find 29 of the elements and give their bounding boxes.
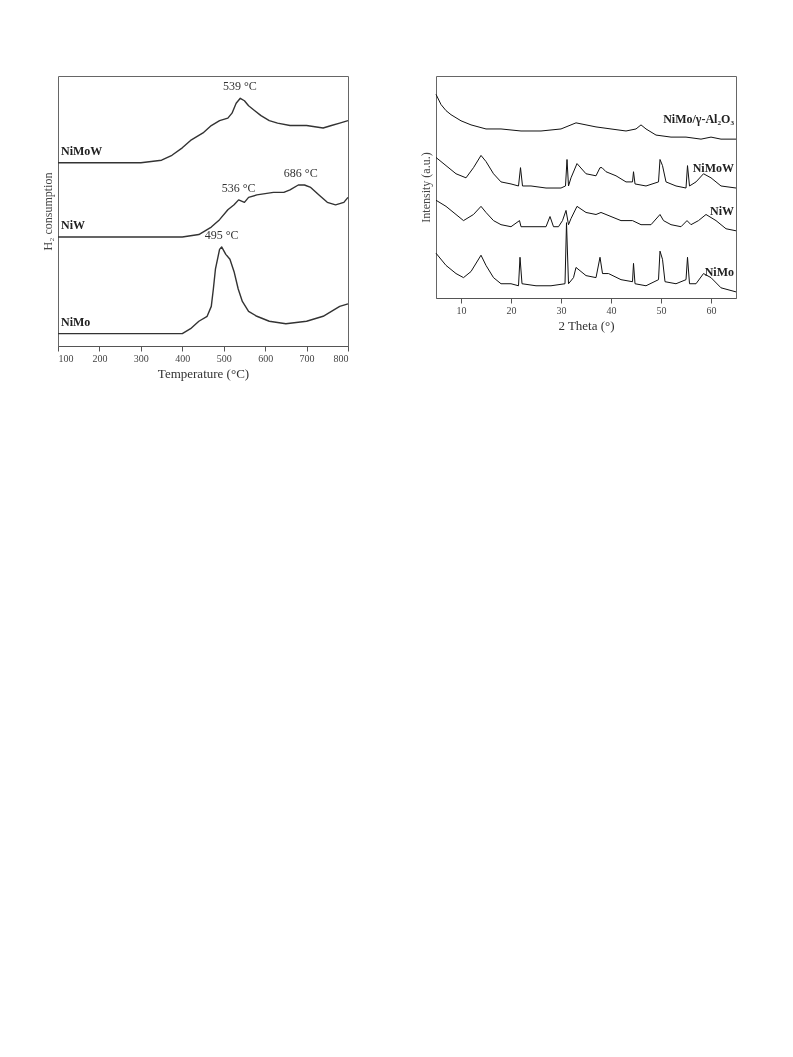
annotation: 536 °C xyxy=(221,180,256,195)
annotation: 539 °C xyxy=(222,79,257,94)
x-tick-label: 400 xyxy=(175,352,191,364)
x-tick-label: 50 xyxy=(656,304,667,316)
y-axis-title: Intensity (a.u.) xyxy=(418,152,433,223)
annotation: 495 °C xyxy=(204,227,239,242)
y-axis-title: H₂ consumption xyxy=(40,172,55,251)
x-tick-label: 300 xyxy=(133,352,149,364)
x-tick-label: 500 xyxy=(216,352,232,364)
series-label: NiMoW xyxy=(61,143,103,158)
series-label: NiMo xyxy=(704,264,734,279)
x-tick-label: 60 xyxy=(706,304,717,316)
x-tick-label: 40 xyxy=(606,304,617,316)
x-tick-label: 100 xyxy=(58,352,74,364)
series-label: NiW xyxy=(710,203,734,218)
annotation: 686 °C xyxy=(283,165,318,180)
series-label: NiMo xyxy=(61,314,91,329)
x-tick-label: 10 xyxy=(456,304,467,316)
x-tick-label: 200 xyxy=(92,352,108,364)
series-label: NiW xyxy=(61,218,85,233)
x-tick-label: 800 xyxy=(333,352,349,364)
x-tick-label: 30 xyxy=(556,304,567,316)
x-tick-label: 700 xyxy=(299,352,315,364)
x-tick-label: 20 xyxy=(506,304,517,316)
x-tick-label: 600 xyxy=(258,352,274,364)
x-axis-title: Temperature (°C) xyxy=(157,365,250,381)
series-label: NiMo/γ-Al₂O₃ xyxy=(663,112,735,127)
x-axis-title: 2 Theta (°) xyxy=(558,317,615,333)
series-label: NiMoW xyxy=(692,161,734,176)
